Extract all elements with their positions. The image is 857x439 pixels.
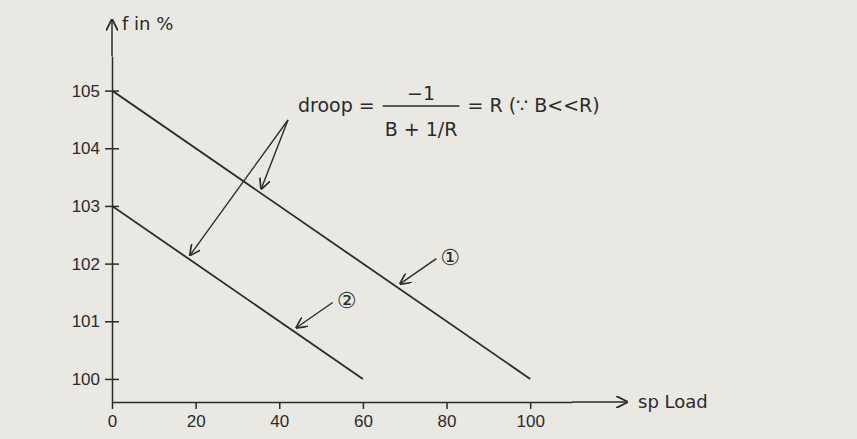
y-tick-label: 102 <box>72 255 100 274</box>
y-tick: 103 <box>72 197 119 216</box>
y-tick-label: 105 <box>72 82 100 101</box>
annotation-numerator: −1 <box>407 82 435 104</box>
x-axis-line <box>113 402 573 404</box>
y-tick-mark <box>105 321 119 323</box>
x-tick-mark <box>279 402 281 409</box>
x-tick: 100 <box>516 402 544 431</box>
y-tick-mark <box>105 148 119 150</box>
y-tick-label: 101 <box>72 312 100 331</box>
x-tick-mark <box>363 402 365 409</box>
y-tick-label: 100 <box>72 370 100 389</box>
y-axis-line <box>112 57 114 403</box>
series-label: ② <box>337 288 357 313</box>
annotation-text: droop = <box>298 94 375 116</box>
y-tick: 104 <box>72 139 119 158</box>
x-axis-title: sp Load <box>638 391 708 412</box>
label-pointer <box>400 259 436 284</box>
lines <box>112 91 530 379</box>
y-tick-label: 103 <box>72 197 100 216</box>
x-tick-label: 80 <box>438 412 457 431</box>
y-tick: 105 <box>72 82 119 101</box>
y-axis-title: f in % <box>122 13 173 34</box>
x-tick-mark <box>446 402 448 409</box>
x-tick-label: 60 <box>354 412 373 431</box>
y-tick: 100 <box>72 370 119 389</box>
x-tick-mark <box>530 402 532 409</box>
y-axis: 100 101 102 103 104 105 <box>72 57 119 403</box>
series-line <box>112 206 363 379</box>
plot: 020406080100100101102103104105①② <box>72 20 627 431</box>
annotation: droop = B + 1/R −1 = R (∵ B<<R) <box>190 82 599 255</box>
x-tick: 40 <box>270 402 289 431</box>
series-labels: ①② <box>297 245 460 328</box>
x-axis: 0 20 40 60 80 100 <box>108 402 573 431</box>
x-tick-label: 100 <box>516 412 544 431</box>
y-tick: 102 <box>72 255 119 274</box>
annotation-text: = R (∵ B<<R) <box>467 94 599 116</box>
x-tick-label: 20 <box>187 412 206 431</box>
y-tick-mark <box>105 263 119 265</box>
x-tick: 0 <box>108 402 117 431</box>
series-line <box>112 91 530 379</box>
annotation-arrow <box>261 120 288 189</box>
x-tick-label: 0 <box>108 412 117 431</box>
annotation-denominator: B + 1/R <box>385 118 458 140</box>
y-tick-mark <box>105 379 119 381</box>
x-tick: 80 <box>438 402 457 431</box>
annotation-arrow <box>190 120 288 255</box>
x-tick: 20 <box>187 402 206 431</box>
x-tick-mark <box>195 402 197 409</box>
x-tick-label: 40 <box>270 412 289 431</box>
y-axis-arrow <box>111 20 113 56</box>
x-tick: 60 <box>354 402 373 431</box>
x-axis-arrow <box>572 401 627 403</box>
chart: 020406080100100101102103104105①②f in %sp… <box>0 0 857 439</box>
label-pointer <box>297 302 333 327</box>
y-tick: 101 <box>72 312 119 331</box>
series-label: ① <box>440 245 460 270</box>
x-tick-mark <box>112 402 114 409</box>
y-tick-label: 104 <box>72 139 100 158</box>
fraction-bar <box>383 105 460 107</box>
